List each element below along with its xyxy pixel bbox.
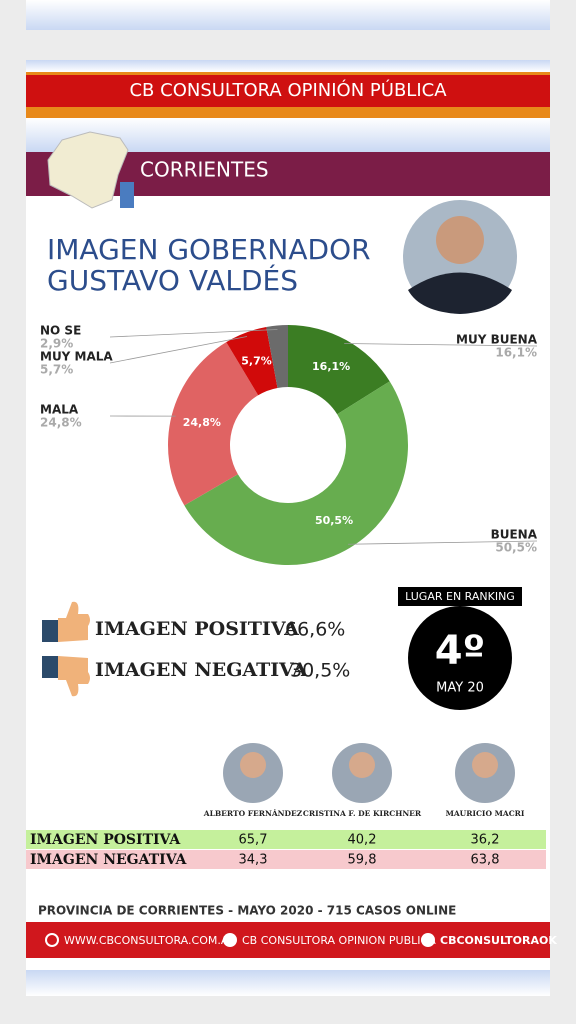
top-strip xyxy=(26,0,550,30)
footer-facebook: CB CONSULTORA OPINION PUBLICA xyxy=(242,934,436,947)
twitter-icon xyxy=(421,933,435,947)
slice xyxy=(288,325,390,415)
heading: IMAGEN GOBERNADOR xyxy=(47,233,371,266)
footer-web: WWW.CBCONSULTORA.COM.AR xyxy=(64,934,236,947)
positive-value: 66,6% xyxy=(285,619,345,641)
ranking-circle xyxy=(408,606,512,710)
footer-bar xyxy=(26,922,550,958)
ranking-date: MAY 20 xyxy=(436,681,484,696)
facebook-icon xyxy=(223,933,237,947)
candidate-photo xyxy=(240,752,266,778)
ranking-title: LUGAR EN RANKING xyxy=(405,590,515,603)
slice-label: 16,1% xyxy=(312,360,350,373)
table-cell: 40,2 xyxy=(348,833,377,848)
footer-twitter: CBCONSULTORAOK xyxy=(440,934,557,947)
table-cell: 36,2 xyxy=(471,833,500,848)
leader-line xyxy=(109,336,248,364)
category-label: MALA xyxy=(40,403,79,417)
map xyxy=(47,131,129,209)
category-label: NO SE xyxy=(40,324,81,338)
band xyxy=(26,60,550,72)
leader-line xyxy=(109,329,278,338)
category-label: BUENA xyxy=(491,528,538,542)
slice xyxy=(226,326,278,396)
ranking-position: 4º xyxy=(435,628,485,674)
category-label: MUY MALA xyxy=(40,350,113,364)
value-label: 24,8% xyxy=(40,416,82,430)
leader-line xyxy=(347,540,538,545)
ranking-label-box xyxy=(398,587,522,606)
negative-label: IMAGEN NEGATIVA xyxy=(95,659,307,681)
thumb-up-icon xyxy=(58,601,90,642)
banner xyxy=(26,75,550,107)
heading: GUSTAVO VALDÉS xyxy=(47,263,298,297)
donut: 16,1%MUY BUENA16,1%50,5%BUENA50,5%24,8%M… xyxy=(40,324,538,565)
slice-label: 5,7% xyxy=(241,355,272,368)
bottom-strip xyxy=(26,970,550,996)
value-label: 2,9% xyxy=(40,337,73,351)
slice-label: 50,5% xyxy=(315,514,353,527)
value-label: 50,5% xyxy=(495,541,537,555)
candidate-photo xyxy=(472,752,498,778)
web-icon xyxy=(45,933,59,947)
slice xyxy=(167,342,259,506)
candidate-photo xyxy=(349,752,375,778)
value-label: 5,7% xyxy=(40,363,73,377)
table-row xyxy=(26,830,546,849)
positive-label: IMAGEN POSITIVA xyxy=(95,618,299,640)
banner-title: CB CONSULTORA OPINIÓN PÚBLICA xyxy=(129,79,447,101)
slice-label: 24,8% xyxy=(183,416,221,429)
photo xyxy=(408,272,512,314)
slice xyxy=(184,381,408,565)
photo xyxy=(436,216,484,264)
row-label: IMAGEN NEGATIVA xyxy=(30,852,187,868)
category-label: MUY BUENA xyxy=(456,333,538,347)
table-cell: 63,8 xyxy=(471,853,500,868)
table-cell: 34,3 xyxy=(239,853,268,868)
column-header: CRISTINA F. DE KIRCHNER xyxy=(303,809,422,818)
table-row xyxy=(26,850,546,869)
negative-value: 30,5% xyxy=(290,660,350,682)
table: ALBERTO FERNÁNDEZ CRISTINA F. DE KIRCHNER… xyxy=(26,743,546,869)
table-cell: 65,7 xyxy=(239,833,268,848)
value-label: 16,1% xyxy=(495,346,537,360)
column-header: MAURICIO MACRI xyxy=(446,809,525,818)
thumb-down-icon xyxy=(58,656,90,697)
leader-line xyxy=(344,343,538,347)
row-label: IMAGEN POSITIVA xyxy=(30,832,181,848)
footer-note: PROVINCIA DE CORRIENTES - MAYO 2020 - 71… xyxy=(38,904,456,918)
slice xyxy=(266,325,288,388)
thumb-down-icon xyxy=(42,656,58,678)
map-icon xyxy=(120,182,134,208)
thumb-up-icon xyxy=(42,620,58,642)
table-cell: 59,8 xyxy=(348,853,377,868)
column-header: ALBERTO FERNÁNDEZ xyxy=(203,809,303,818)
region: CORRIENTES xyxy=(140,158,269,182)
